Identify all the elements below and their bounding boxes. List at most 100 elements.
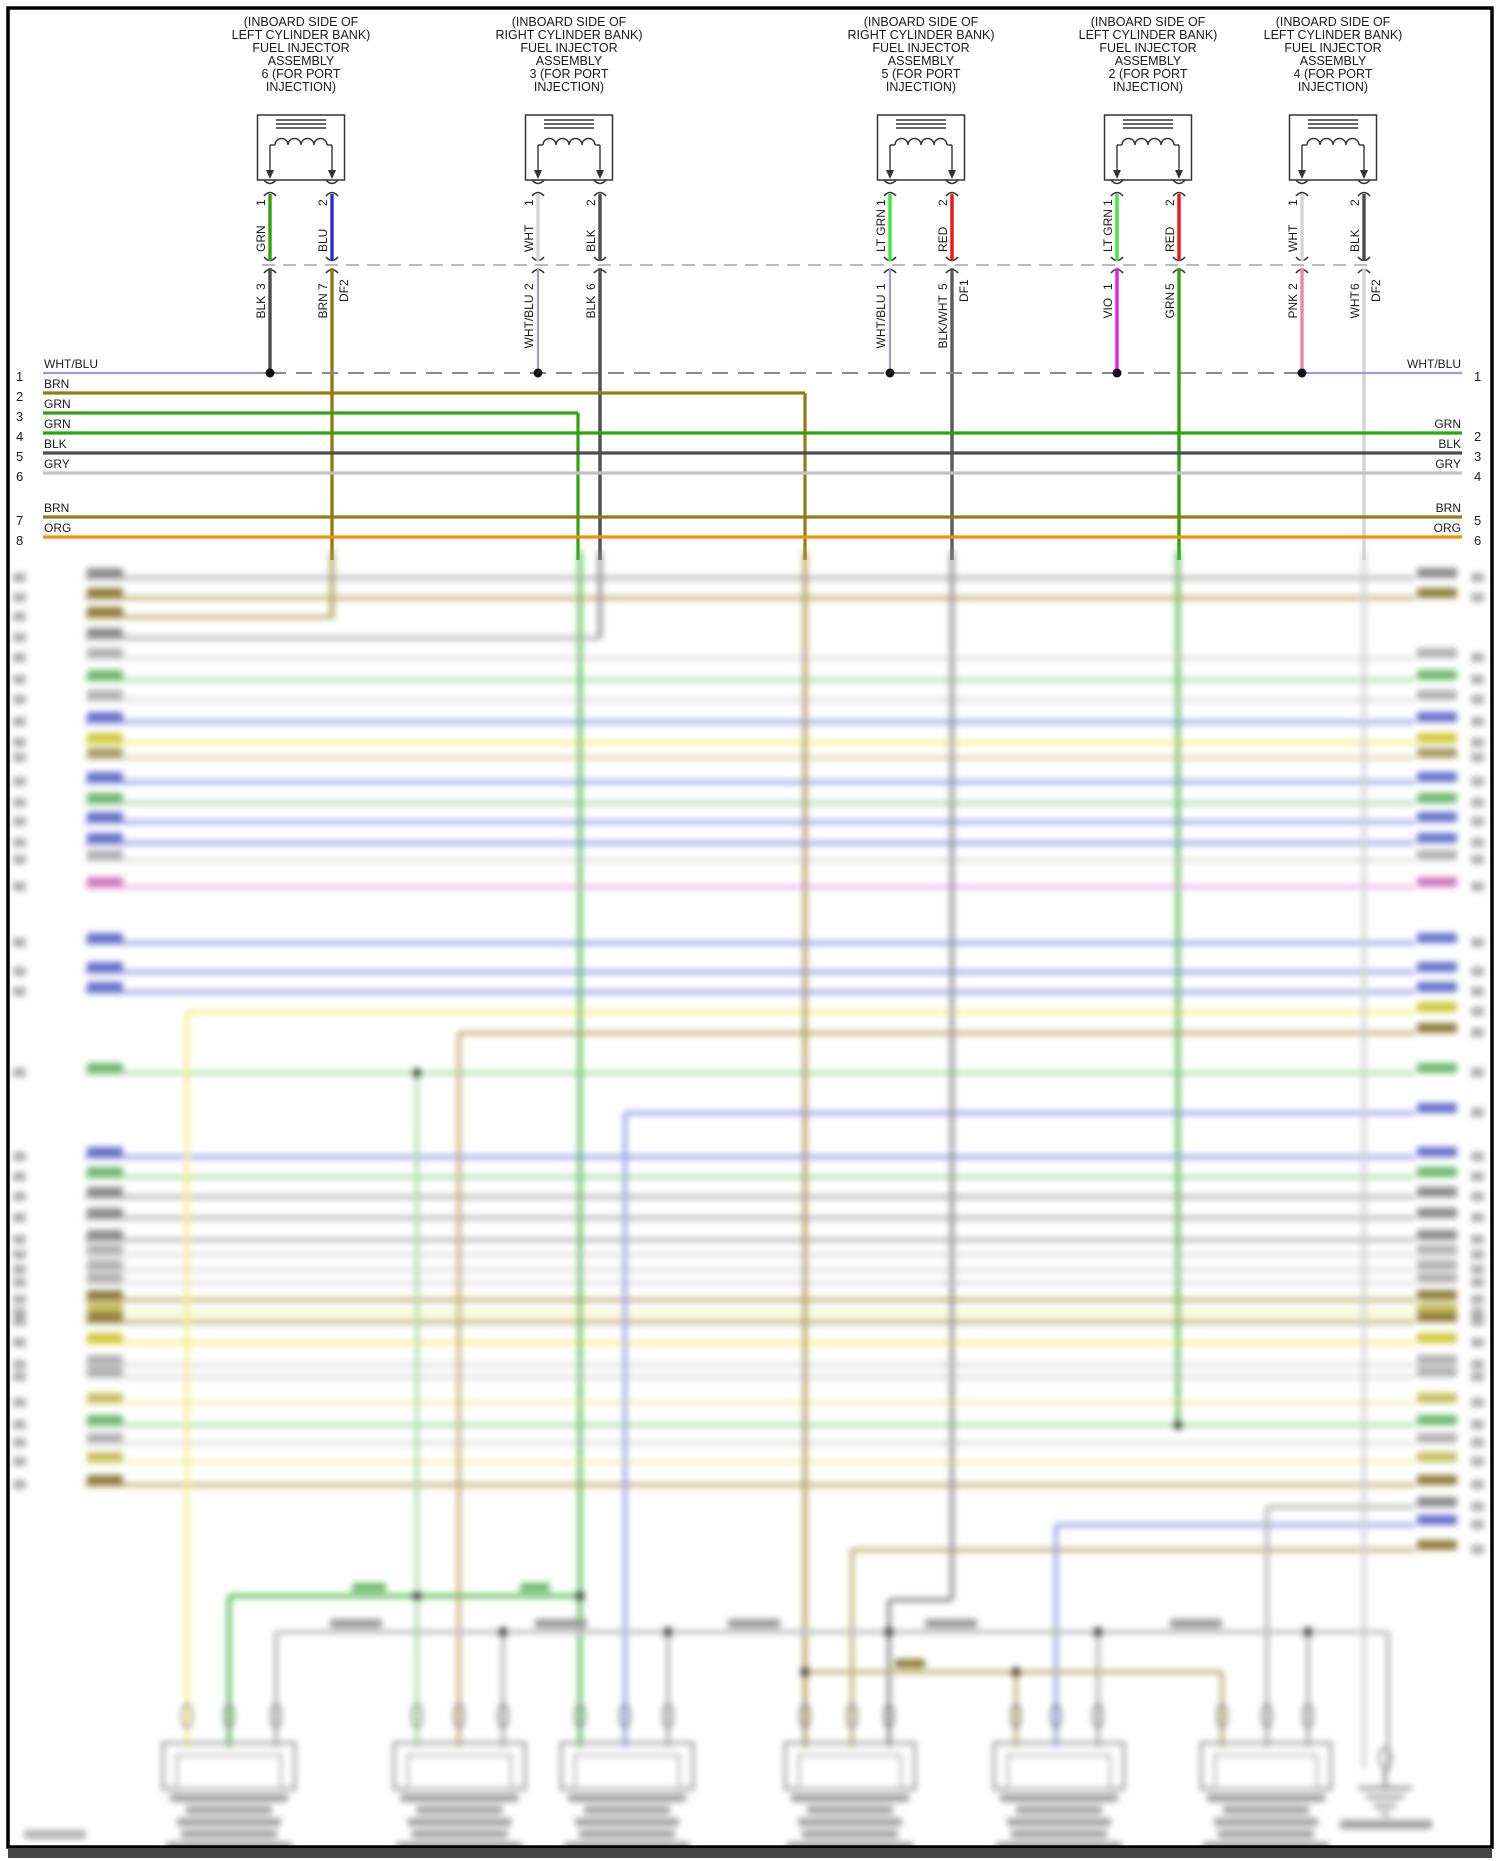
blurred-text-blob <box>407 1818 512 1826</box>
blurred-text-blob <box>1218 1830 1314 1838</box>
blurred-text-blob <box>1417 748 1457 758</box>
blurred-text-blob <box>1417 1290 1457 1300</box>
wire-color-label: LT GRN <box>874 209 888 252</box>
blurred-text-blob <box>798 1818 902 1826</box>
blurred-pin-terminal <box>1049 1702 1063 1730</box>
terminal-bracket-icon <box>945 179 959 185</box>
arrow-down-icon <box>1360 170 1368 179</box>
junction-dot <box>884 1627 894 1637</box>
blurred-text-blob <box>87 690 123 700</box>
blurred-text-blob <box>1417 1208 1457 1218</box>
blurred-text-blob <box>1417 690 1457 700</box>
bus-row-number: 7 <box>16 513 23 528</box>
injector-title-line: FUEL INJECTOR <box>520 41 617 55</box>
terminal-bracket-icon <box>263 191 277 197</box>
pin-number: 1 <box>254 199 268 206</box>
bus-row-number: 3 <box>1474 449 1481 464</box>
terminal-bracket-icon <box>325 179 339 185</box>
blurred-text-blob <box>579 1830 675 1838</box>
blurred-text-blob <box>1417 1273 1457 1283</box>
injector-title-line: 3 (FOR PORT <box>530 67 609 81</box>
arrow-down-icon <box>534 170 542 179</box>
coil-winding-icon <box>1306 137 1360 146</box>
blurred-text-blob <box>13 1250 26 1259</box>
wire-color-label: BLK <box>584 296 598 319</box>
blurred-text-blob <box>13 653 26 662</box>
injector-title-line: 4 (FOR PORT <box>1294 67 1373 81</box>
blurred-text-blob <box>1417 1452 1457 1462</box>
injector-box <box>876 114 966 181</box>
injector-box <box>256 114 346 181</box>
blurred-text-blob <box>13 1317 26 1326</box>
blurred-text-blob <box>1417 1187 1457 1197</box>
blurred-pin-terminal <box>496 1702 510 1730</box>
injector-title-line: (INBOARD SIDE OF <box>1276 15 1391 29</box>
injector-title-line: 2 (FOR PORT <box>1109 67 1188 81</box>
wire-color-label: BRN <box>316 293 330 318</box>
blurred-text-blob <box>1471 593 1484 602</box>
blurred-text-blob <box>1417 588 1457 598</box>
blurred-text-blob <box>87 962 123 972</box>
terminal-bracket-icon <box>1172 179 1186 185</box>
pin-number: 7 <box>316 283 330 290</box>
blurred-text-blob <box>13 1235 26 1244</box>
blurred-pin-terminal <box>1260 1702 1274 1730</box>
blurred-text-blob <box>791 1794 909 1802</box>
injector-box <box>524 114 614 181</box>
pin-number: 1 <box>874 283 888 290</box>
blurred-text-blob <box>411 1830 508 1838</box>
wire-color-label: BLK <box>254 296 268 319</box>
pin-number: 2 <box>1286 283 1300 290</box>
junction-dot <box>800 1667 810 1677</box>
blurred-text-blob <box>13 938 26 947</box>
blurred-text-blob <box>13 1457 26 1466</box>
blurred-text-blob <box>1471 738 1484 747</box>
blurred-text-blob <box>1471 675 1484 684</box>
injector-title-line: INJECTION) <box>1298 80 1368 94</box>
blurred-pin-terminal <box>1009 1702 1023 1730</box>
blurred-text-blob <box>170 1794 288 1802</box>
pin-number: 1 <box>1286 199 1300 206</box>
blurred-text-blob <box>87 1433 123 1443</box>
blurred-text-blob <box>13 1372 26 1381</box>
wire-color-label: GRN <box>254 225 268 252</box>
junction-dot <box>533 368 543 378</box>
blurred-text-blob <box>1471 1438 1484 1447</box>
blurred-pin-terminal <box>618 1702 632 1730</box>
bus-row-number: 8 <box>16 533 23 548</box>
blurred-text-blob <box>1417 877 1457 887</box>
blurred-text-blob <box>807 1806 893 1814</box>
blurred-text-blob <box>1471 1372 1484 1381</box>
bus-row-label: GRY <box>44 457 70 471</box>
injector-title-line: INJECTION) <box>534 80 604 94</box>
injector-title-line: ASSEMBLY <box>536 54 603 68</box>
blurred-text-blob <box>1417 1433 1457 1443</box>
blurred-connector-box-inner <box>1006 1753 1112 1791</box>
blurred-text-blob <box>1016 1806 1102 1814</box>
junction-dot <box>1011 1667 1021 1677</box>
blurred-text-blob <box>1417 1355 1457 1365</box>
blurred-text-blob <box>13 1360 26 1369</box>
blurred-text-blob <box>1417 1415 1457 1425</box>
pin-number: 5 <box>936 283 950 290</box>
blurred-text-blob <box>87 1167 123 1177</box>
blurred-text-blob <box>13 1152 26 1161</box>
blurred-text-blob <box>87 1355 123 1365</box>
injector-title-line: ASSEMBLY <box>888 54 955 68</box>
blurred-text-blob <box>1417 712 1457 722</box>
wire-color-label: WHT/BLU <box>874 295 888 349</box>
blurred-text-blob <box>1011 1830 1107 1838</box>
blurred-text-blob <box>24 1830 86 1839</box>
blurred-pin-terminal <box>410 1702 424 1730</box>
blurred-text-blob <box>13 777 26 786</box>
blurred-text-blob <box>1214 1818 1318 1826</box>
blurred-text-blob <box>87 1147 123 1157</box>
blurred-text-blob <box>1471 717 1484 726</box>
terminal-bracket-icon <box>531 191 545 197</box>
blurred-connector-box-inner <box>573 1753 681 1791</box>
blurred-pin-terminal <box>882 1702 896 1730</box>
junction-dot <box>412 1068 422 1078</box>
blurred-text-blob <box>1471 1420 1484 1429</box>
blurred-text-blob <box>352 1583 386 1592</box>
